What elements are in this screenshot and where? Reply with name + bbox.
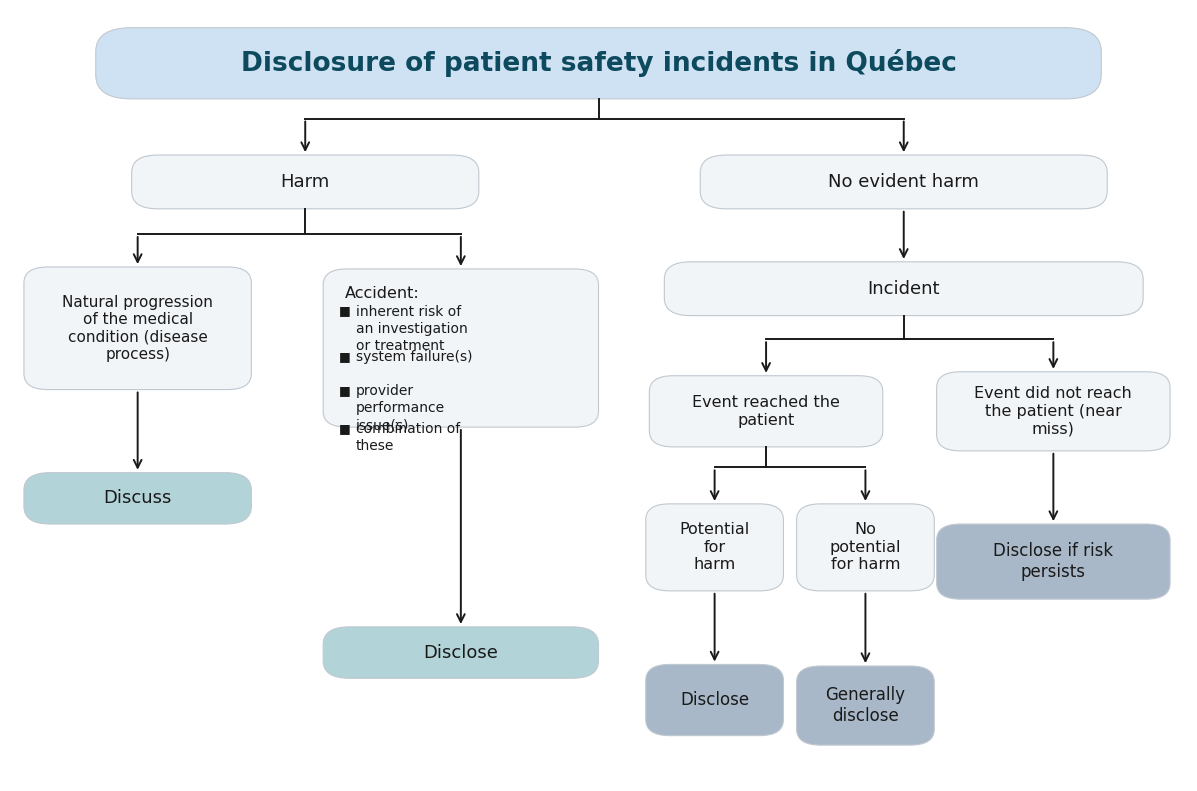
Text: Disclose: Disclose	[680, 691, 749, 709]
Text: Event reached the
patient: Event reached the patient	[692, 396, 840, 427]
FancyBboxPatch shape	[796, 666, 934, 745]
Text: ■: ■	[339, 305, 351, 317]
Text: No evident harm: No evident harm	[828, 173, 979, 191]
Text: Discuss: Discuss	[103, 490, 172, 507]
FancyBboxPatch shape	[645, 504, 783, 591]
Text: ■: ■	[339, 422, 351, 434]
Text: Natural progression
of the medical
condition (disease
process): Natural progression of the medical condi…	[62, 295, 213, 361]
Text: Disclosure of patient safety incidents in Québec: Disclosure of patient safety incidents i…	[241, 49, 956, 78]
Text: combination of
these: combination of these	[356, 422, 460, 453]
Text: system failure(s): system failure(s)	[356, 350, 472, 365]
Text: inherent risk of
an investigation
or treatment: inherent risk of an investigation or tre…	[356, 305, 467, 353]
Text: Event did not reach
the patient (near
miss): Event did not reach the patient (near mi…	[974, 387, 1132, 436]
FancyBboxPatch shape	[936, 524, 1171, 600]
Text: Incident: Incident	[868, 280, 940, 297]
FancyBboxPatch shape	[323, 626, 598, 679]
FancyBboxPatch shape	[24, 267, 251, 390]
FancyBboxPatch shape	[132, 155, 479, 209]
FancyBboxPatch shape	[936, 372, 1171, 451]
FancyBboxPatch shape	[796, 504, 934, 591]
Text: ■: ■	[339, 350, 351, 363]
FancyBboxPatch shape	[96, 28, 1101, 99]
FancyBboxPatch shape	[700, 155, 1107, 209]
Text: ■: ■	[339, 384, 351, 396]
FancyBboxPatch shape	[645, 664, 783, 736]
FancyBboxPatch shape	[323, 269, 598, 427]
FancyBboxPatch shape	[24, 472, 251, 524]
Text: Potential
for
harm: Potential for harm	[680, 523, 749, 572]
Text: provider
performance
issue(s): provider performance issue(s)	[356, 384, 444, 432]
Text: Disclose if risk
persists: Disclose if risk persists	[994, 542, 1113, 581]
Text: Generally
disclose: Generally disclose	[826, 686, 905, 725]
FancyBboxPatch shape	[649, 376, 882, 447]
Text: Disclose: Disclose	[424, 644, 498, 661]
Text: No
potential
for harm: No potential for harm	[830, 523, 901, 572]
Text: Accident:: Accident:	[345, 286, 419, 301]
Text: Harm: Harm	[280, 173, 330, 191]
FancyBboxPatch shape	[664, 262, 1143, 316]
